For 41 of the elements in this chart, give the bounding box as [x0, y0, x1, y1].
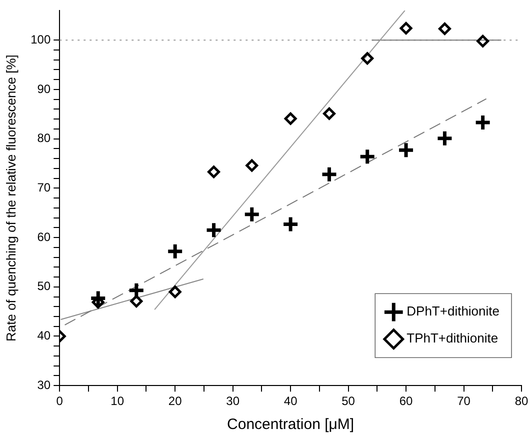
y-tick-label: 30: [37, 378, 51, 392]
point: [205, 221, 223, 239]
y-tick-label: 80: [37, 131, 51, 146]
point: [166, 242, 184, 260]
point: [474, 114, 492, 132]
y-axis-title: Rate of quenching of the relative fluorescence [%]: [3, 54, 18, 342]
point: [436, 130, 454, 148]
point: [284, 112, 297, 125]
point: [400, 22, 412, 35]
point: [246, 159, 258, 172]
point: [168, 286, 182, 298]
x-tick-label: 40: [284, 394, 298, 408]
x-tick-label: 50: [342, 394, 356, 408]
point: [208, 166, 220, 178]
y-tick-label: 50: [37, 279, 51, 294]
x-axis-title: Concentration [μM]: [227, 416, 354, 434]
y-tick-label: 60: [37, 230, 51, 244]
y-tick-label: 40: [37, 328, 51, 343]
x-tick-label: 20: [168, 394, 182, 408]
y-tick-label: 90: [37, 82, 51, 96]
legend-label: DPhT+dithionite: [406, 304, 500, 319]
x-tick-label: 10: [110, 394, 124, 408]
point: [320, 166, 338, 184]
point: [322, 107, 336, 120]
y-tick-label: 100: [30, 32, 51, 46]
x-tick-label: 60: [399, 394, 414, 408]
point: [397, 141, 415, 159]
point: [361, 52, 374, 65]
point: [130, 294, 143, 308]
x-tick-label: 0: [56, 394, 64, 408]
point: [89, 289, 107, 307]
y-tick-label: 70: [37, 180, 51, 194]
point: [243, 206, 261, 224]
point: [438, 22, 451, 36]
point: [282, 215, 300, 233]
x-tick-label: 70: [457, 394, 471, 408]
x-tick-label: 80: [514, 394, 528, 408]
legend-label: TPhT+dithionite: [406, 330, 498, 346]
x-tick-label: 30: [226, 394, 240, 408]
point: [358, 148, 376, 166]
point: [476, 34, 490, 48]
